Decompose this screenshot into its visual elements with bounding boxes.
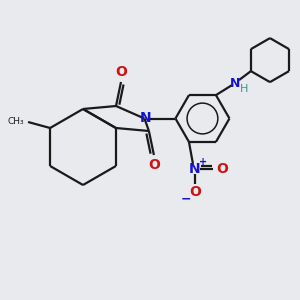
Text: N: N [189,162,201,176]
Text: O: O [115,65,127,79]
Text: H: H [240,84,248,94]
Text: −: − [181,192,191,206]
Text: N: N [140,112,151,125]
Text: +: + [199,157,207,167]
Text: O: O [148,158,160,172]
Text: O: O [189,185,201,199]
Text: N: N [230,76,240,90]
Text: CH₃: CH₃ [8,118,24,127]
Text: O: O [216,162,228,176]
